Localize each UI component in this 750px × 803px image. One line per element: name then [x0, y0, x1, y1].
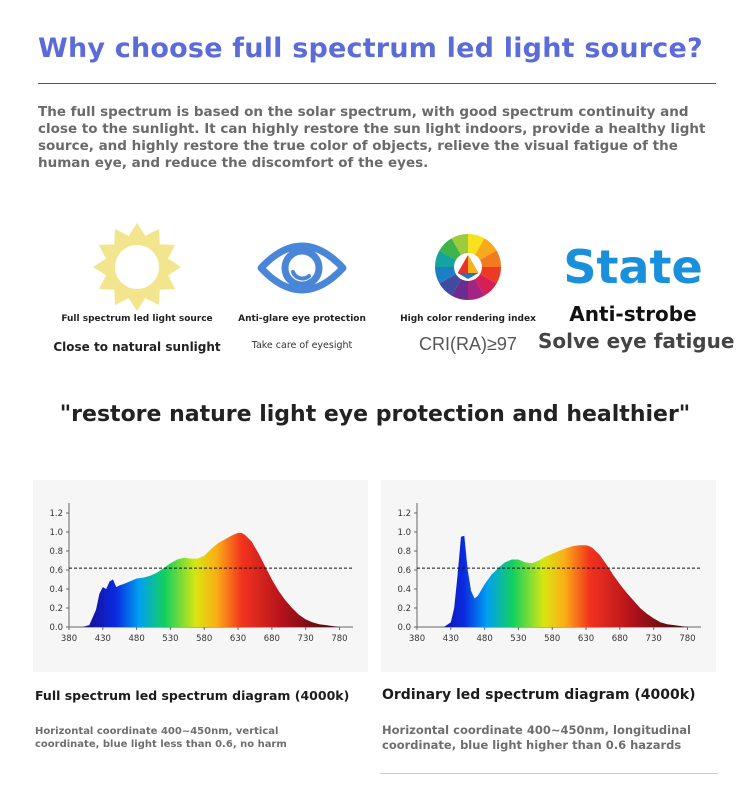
x-tick-label: 680 — [264, 634, 280, 644]
chart-caption-full-spectrum: Full spectrum led spectrum diagram (4000… — [35, 688, 350, 703]
chart-note-full-spectrum: Horizontal coordinate 400~450nm, vertica… — [35, 726, 287, 750]
chart-panel-ordinary-led: 0.0 0.2 0.4 0.6 0.8 1.0 1.2 380 430 480 530 580 630 6… — [381, 480, 716, 672]
feature-anti-glare: Anti-glare eye protection Take care of e… — [217, 222, 387, 351]
y-tick-label: 0.2 — [397, 604, 411, 614]
feature-subtitle: Anti-strobe — [569, 302, 697, 326]
y-tick-label: 0.4 — [49, 585, 63, 595]
feature-subtitle: CRI(RA)≥97 — [419, 334, 517, 354]
x-tick-label: 630 — [578, 634, 594, 644]
full-spectrum-chart: 0.0 0.2 0.4 0.6 0.8 1.0 1.2 380 430 480 530 580 630 6… — [49, 503, 353, 644]
x-tick-label: 630 — [230, 634, 246, 644]
y-tick-label: 0.4 — [397, 585, 411, 595]
color-wheel-icon — [434, 233, 502, 301]
feature-subtitle: Close to natural sunlight — [53, 340, 221, 354]
y-tick-label: 1.2 — [397, 509, 411, 519]
state-text-logo: State — [563, 240, 703, 294]
feature-anti-strobe: State Anti-strobe Solve eye fatigue — [538, 240, 735, 353]
x-tick-label: 680 — [612, 634, 628, 644]
title-divider — [38, 83, 716, 84]
y-tick-label: 0.6 — [397, 566, 411, 576]
x-tick-label: 730 — [646, 634, 662, 644]
y-tick-label: 1.0 — [49, 528, 63, 538]
x-tick-label: 730 — [298, 634, 314, 644]
ordinary-led-chart: 0.0 0.2 0.4 0.6 0.8 1.0 1.2 380 430 480 530 580 630 6… — [397, 503, 701, 644]
feature-title: High color rendering index — [400, 314, 536, 324]
feature-title: Anti-glare eye protection — [238, 314, 366, 324]
y-tick-label: 0.8 — [397, 547, 411, 557]
bottom-divider — [380, 773, 718, 774]
feature-title: Full spectrum led light source — [61, 314, 213, 324]
x-tick-label: 580 — [196, 634, 212, 644]
sun-icon — [93, 223, 181, 311]
chart-note-ordinary-led: Horizontal coordinate 400~450nm, longitu… — [382, 723, 691, 752]
eye-icon — [257, 242, 347, 294]
intro-paragraph: The full spectrum is based on the solar … — [38, 104, 706, 171]
y-tick-label: 0.8 — [49, 547, 63, 557]
y-tick-label: 1.0 — [397, 528, 411, 538]
x-tick-label: 580 — [544, 634, 560, 644]
x-tick-label: 530 — [510, 634, 526, 644]
tagline: "restore nature light eye protection and… — [59, 402, 691, 427]
x-tick-label: 480 — [129, 634, 145, 644]
feature-subtitle: Take care of eyesight — [251, 340, 353, 351]
x-tick-label: 430 — [95, 634, 111, 644]
feature-full-spectrum: Full spectrum led light source Close to … — [52, 222, 222, 354]
x-tick-label: 530 — [162, 634, 178, 644]
y-tick-label: 0.0 — [49, 623, 63, 633]
x-tick-label: 780 — [331, 634, 347, 644]
x-tick-label: 430 — [443, 634, 459, 644]
x-tick-label: 380 — [61, 634, 77, 644]
y-tick-label: 1.2 — [49, 509, 63, 519]
feature-high-cri: High color rendering index CRI(RA)≥97 — [383, 222, 553, 355]
feature-subtitle-secondary: Solve eye fatigue — [538, 329, 735, 353]
x-tick-label: 380 — [409, 634, 425, 644]
spectrum-area — [82, 532, 340, 627]
spectrum-area — [444, 535, 688, 627]
x-tick-label: 780 — [679, 634, 695, 644]
chart-caption-ordinary-led: Ordinary led spectrum diagram (4000k) — [382, 687, 696, 703]
x-tick-label: 480 — [477, 634, 493, 644]
y-tick-label: 0.2 — [49, 604, 63, 614]
y-tick-label: 0.6 — [49, 566, 63, 576]
y-tick-label: 0.0 — [397, 623, 411, 633]
chart-panel-full-spectrum: 0.0 0.2 0.4 0.6 0.8 1.0 1.2 380 430 480 530 580 630 6… — [33, 480, 368, 672]
page-title: Why choose full spectrum led light sourc… — [38, 33, 703, 64]
